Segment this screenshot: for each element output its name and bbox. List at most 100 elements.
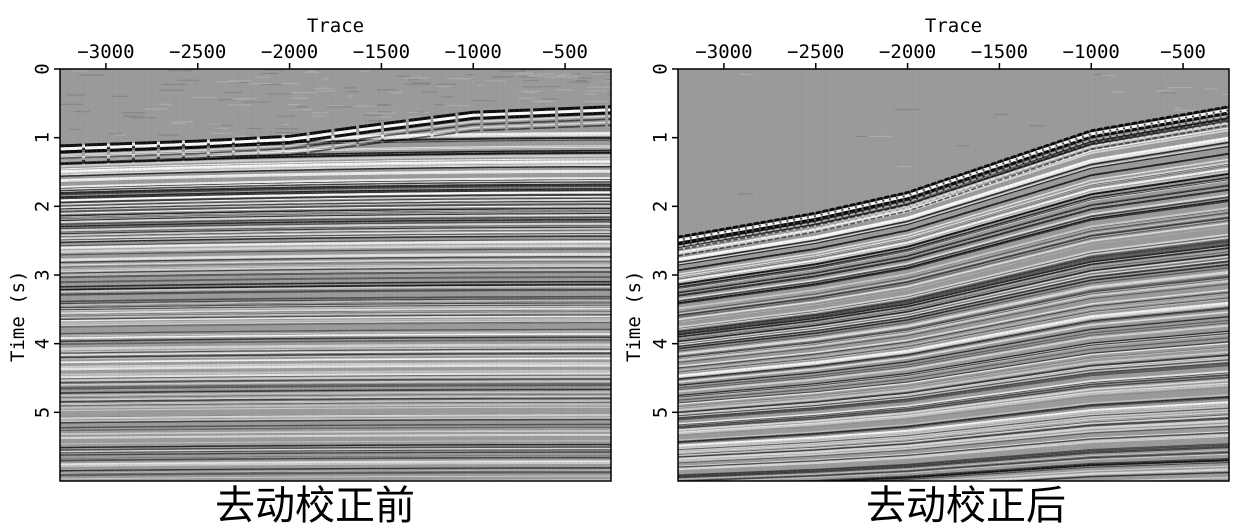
y-tick-label: 0 bbox=[650, 63, 672, 74]
reflection-event bbox=[60, 254, 611, 262]
noise-mark bbox=[230, 81, 249, 84]
noise-mark bbox=[114, 134, 126, 136]
reflection-event bbox=[60, 244, 611, 251]
x-tick-label: −500 bbox=[542, 41, 588, 63]
reflection-event bbox=[60, 276, 611, 284]
reflection-event bbox=[678, 354, 1229, 414]
noise-mark bbox=[583, 100, 609, 103]
noise-mark bbox=[325, 106, 352, 108]
reflection-event bbox=[60, 221, 611, 230]
reflection-event bbox=[60, 305, 611, 312]
x-tick-label: −1000 bbox=[1063, 41, 1120, 63]
reflection-event bbox=[678, 179, 1229, 290]
reflection-event bbox=[60, 299, 611, 307]
reflection-event bbox=[60, 216, 611, 226]
reflection-event bbox=[678, 219, 1229, 318]
reflection-event bbox=[60, 151, 611, 164]
reflection-event bbox=[60, 281, 611, 288]
noise-mark bbox=[177, 79, 199, 81]
reflection-event bbox=[678, 333, 1229, 399]
noise-mark bbox=[291, 92, 317, 94]
reflection-event bbox=[60, 339, 611, 346]
reflection-event bbox=[678, 354, 1229, 414]
reflection-event bbox=[60, 266, 611, 274]
reflection-event bbox=[60, 193, 611, 204]
reflection-event bbox=[678, 227, 1229, 324]
reflection-event bbox=[678, 164, 1229, 279]
panel-after: −3000 −2500 −2000 −1500 −1000 −500 Trace 0 1 2 3 4 5… bbox=[618, 0, 1237, 532]
noise-mark bbox=[556, 74, 567, 77]
reflection-event bbox=[60, 169, 611, 181]
y-tick-label: 2 bbox=[32, 201, 54, 212]
reflection-event bbox=[60, 440, 611, 445]
noise-mark bbox=[1093, 74, 1108, 76]
reflection-event bbox=[678, 446, 1229, 479]
noise-mark bbox=[737, 193, 754, 195]
reflection-event bbox=[678, 283, 1229, 363]
noise-mark bbox=[377, 89, 396, 91]
noise-mark bbox=[388, 92, 403, 94]
noise-mark bbox=[466, 74, 475, 76]
reflection-event bbox=[60, 222, 611, 232]
reflection-event bbox=[678, 271, 1229, 355]
reflection-event bbox=[60, 467, 611, 473]
reflection-event bbox=[60, 199, 611, 209]
reflection-event bbox=[60, 240, 611, 249]
reflection-event bbox=[60, 353, 611, 359]
reflection-event bbox=[60, 413, 611, 419]
noise-mark bbox=[403, 77, 429, 79]
reflection-event bbox=[60, 354, 611, 360]
reflection-event bbox=[1004, 471, 1229, 481]
reflection-event bbox=[678, 411, 1229, 454]
noise-mark bbox=[278, 134, 293, 136]
reflection-event bbox=[678, 255, 1229, 344]
noise-mark bbox=[577, 77, 593, 79]
reflection-event bbox=[60, 414, 611, 420]
reflection-event bbox=[60, 284, 611, 291]
reflection-event bbox=[678, 414, 1229, 456]
reflection-event bbox=[678, 434, 1229, 470]
reflection-event bbox=[973, 469, 1229, 481]
noise-mark bbox=[275, 128, 299, 130]
reflection-event bbox=[60, 302, 611, 309]
x-tick-label: −2500 bbox=[787, 41, 844, 63]
reflection-event bbox=[678, 315, 1229, 386]
x-tick-label: −1000 bbox=[445, 41, 502, 63]
reflection-event bbox=[678, 249, 1229, 339]
reflection-event bbox=[60, 252, 611, 261]
reflection-event bbox=[60, 195, 611, 204]
reflection-event bbox=[60, 225, 611, 234]
reflection-event bbox=[60, 179, 611, 190]
reflection-event bbox=[678, 158, 1229, 275]
reflection-event bbox=[60, 322, 611, 329]
reflection-event bbox=[60, 227, 611, 236]
x-tick-label: −1500 bbox=[971, 41, 1028, 63]
noise-mark bbox=[296, 106, 309, 108]
noise-mark bbox=[411, 82, 431, 84]
reflection-event bbox=[60, 310, 611, 317]
reflection-event bbox=[678, 423, 1229, 463]
x-tick-label: −2500 bbox=[169, 41, 226, 63]
x-tick-label: −3000 bbox=[695, 41, 752, 63]
first-arrival-wavelet bbox=[678, 124, 1229, 257]
y-axis-title: Time (s) bbox=[623, 270, 645, 362]
reflection-event bbox=[678, 272, 1229, 356]
reflection-event bbox=[678, 222, 1229, 320]
reflection-event bbox=[60, 299, 611, 306]
first-arrival-wavelet bbox=[678, 111, 1229, 245]
reflection-event bbox=[678, 396, 1229, 444]
reflection-event bbox=[678, 341, 1229, 404]
reflection-event bbox=[678, 199, 1229, 304]
noise-mark bbox=[1204, 88, 1218, 90]
reflection-event bbox=[678, 244, 1229, 336]
reflection-event bbox=[60, 197, 611, 207]
noise-mark bbox=[60, 103, 84, 105]
reflection-event bbox=[60, 448, 611, 453]
noise-mark bbox=[218, 99, 238, 101]
x-tick-label: −500 bbox=[1160, 41, 1206, 63]
reflection-event bbox=[678, 324, 1229, 393]
reflection-event bbox=[60, 235, 611, 244]
x-tick-label: −3000 bbox=[77, 41, 134, 63]
reflection-event bbox=[60, 158, 611, 170]
reflection-event bbox=[60, 198, 611, 208]
